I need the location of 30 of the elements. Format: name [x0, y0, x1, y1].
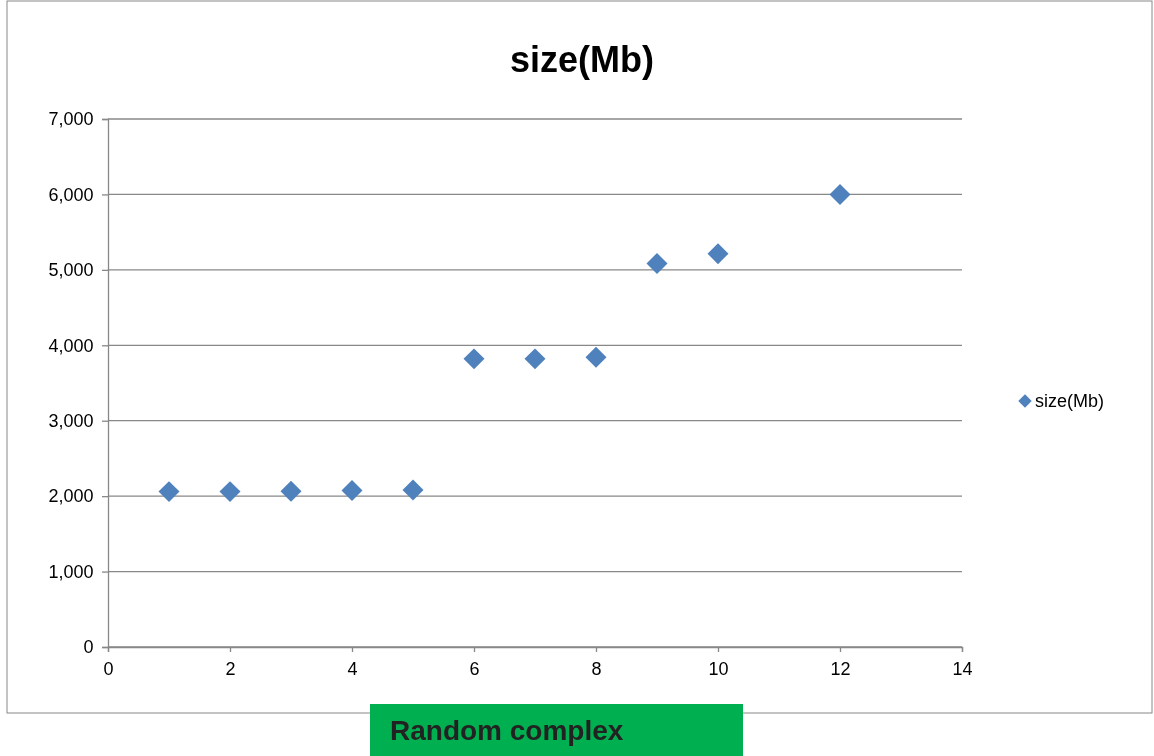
x-tick-label: 0	[103, 658, 114, 679]
y-tick-label: 7,000	[48, 109, 94, 130]
y-tick-label: 5,000	[48, 260, 94, 281]
y-tick-label: 6,000	[48, 184, 94, 205]
y-tick-label: 3,000	[48, 410, 94, 431]
y-tick-label: 1,000	[48, 561, 94, 582]
text: Random complex	[390, 715, 624, 746]
point	[463, 348, 485, 370]
y-tick-label: 2,000	[48, 486, 94, 507]
point	[524, 348, 546, 370]
y-tick-label: 0	[83, 637, 94, 658]
x-tick-label: 4	[347, 658, 358, 679]
point	[646, 252, 668, 274]
y-tick-label: 4,000	[48, 335, 94, 356]
point	[707, 243, 729, 265]
chart-title: size(Mb)	[510, 39, 654, 80]
x-tick-label: 6	[469, 658, 480, 679]
point	[280, 480, 302, 502]
x-tick-label: 14	[952, 658, 973, 679]
x-tick-label: 10	[708, 658, 729, 679]
point	[219, 481, 241, 503]
x-tick-label: 8	[591, 658, 602, 679]
x-tick-label: 12	[830, 658, 851, 679]
point	[829, 183, 851, 205]
point	[341, 480, 363, 501]
x-tick-label: 2	[225, 658, 236, 679]
point	[158, 481, 180, 503]
legend-label: size(Mb)	[1035, 391, 1105, 411]
point	[585, 346, 607, 368]
point	[402, 479, 424, 501]
